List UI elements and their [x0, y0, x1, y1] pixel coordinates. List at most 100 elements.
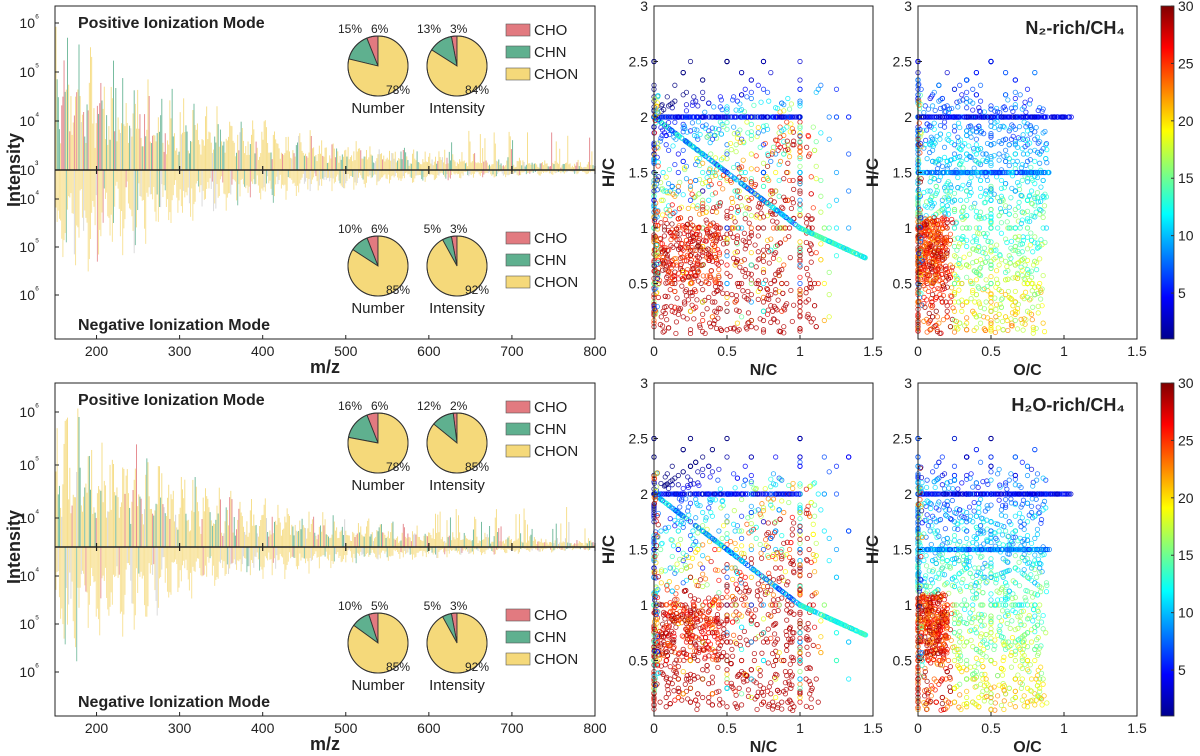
- data-point: [724, 294, 730, 300]
- data-point: [797, 139, 803, 145]
- data-point: [727, 140, 734, 147]
- data-point: [796, 114, 802, 120]
- data-point: [700, 160, 706, 166]
- data-point: [707, 230, 713, 236]
- data-point: [740, 157, 746, 163]
- data-point: [777, 114, 783, 120]
- data-point: [691, 144, 697, 150]
- data-point: [700, 328, 706, 335]
- data-point: [760, 160, 767, 166]
- data-point: [687, 308, 694, 314]
- legend-swatch: [505, 630, 531, 644]
- pie-caption: Intensity: [429, 477, 485, 494]
- data-point: [712, 299, 718, 305]
- data-point: [675, 188, 681, 194]
- legend-swatch: [505, 253, 531, 267]
- data-point: [813, 324, 819, 330]
- data-point: [780, 205, 786, 212]
- data-point: [667, 287, 673, 293]
- x-tick-label: 500: [334, 343, 358, 359]
- data-point: [755, 204, 761, 210]
- data-point: [672, 114, 678, 120]
- y-tick-exp: ⁵: [35, 614, 39, 625]
- data-point: [673, 226, 679, 232]
- pie-outline: [426, 235, 488, 297]
- data-point: [748, 176, 754, 182]
- data-point: [736, 280, 742, 287]
- data-point: [760, 169, 767, 176]
- data-point: [724, 225, 730, 231]
- data-point: [815, 280, 821, 287]
- data-point: [669, 232, 675, 238]
- data-point: [770, 316, 777, 322]
- data-point: [695, 136, 701, 142]
- data-point: [679, 135, 685, 142]
- data-point: [683, 258, 690, 264]
- data-point: [689, 244, 695, 251]
- data-point: [797, 125, 803, 131]
- pie-caption: Intensity: [429, 300, 485, 317]
- data-point: [782, 225, 789, 231]
- data-point: [700, 210, 706, 216]
- data-point: [672, 280, 678, 287]
- data-point: [652, 170, 658, 176]
- data-point: [703, 279, 709, 286]
- data-point: [660, 169, 666, 176]
- data-point: [672, 82, 678, 88]
- data-point: [779, 267, 785, 273]
- data-point: [732, 250, 738, 256]
- data-point: [712, 283, 719, 290]
- data-point: [655, 209, 661, 215]
- data-point: [725, 114, 731, 120]
- data-point: [734, 209, 741, 215]
- legend-swatch: [505, 67, 531, 81]
- data-point: [699, 114, 705, 120]
- data-point: [826, 238, 832, 244]
- data-point: [837, 243, 843, 250]
- data-point: [749, 189, 756, 195]
- data-point: [680, 314, 686, 320]
- data-point: [760, 327, 767, 333]
- negative-mode-label: Negative Ionization Mode: [78, 694, 270, 711]
- legend: CHO CHN CHON: [505, 22, 578, 83]
- data-point: [797, 123, 803, 129]
- data-point: [700, 273, 706, 279]
- data-point: [773, 105, 779, 111]
- data-point: [809, 216, 815, 222]
- data-point: [675, 151, 681, 157]
- data-point: [724, 177, 730, 184]
- data-point: [771, 277, 777, 283]
- data-point: [797, 145, 803, 151]
- data-point: [663, 123, 669, 129]
- data-point: [729, 195, 735, 201]
- data-point: [732, 299, 738, 305]
- data-point: [746, 220, 752, 226]
- data-point: [675, 216, 681, 222]
- x-tick-label: 1.5: [863, 343, 883, 359]
- data-point: [655, 93, 661, 99]
- data-point: [661, 328, 668, 334]
- data-point: [690, 263, 696, 269]
- data-point: [655, 117, 661, 123]
- data-point: [716, 267, 722, 273]
- data-point: [685, 221, 691, 227]
- data-point: [742, 86, 748, 92]
- x-tick-label: 800: [583, 720, 607, 736]
- data-point: [807, 151, 813, 157]
- data-point: [797, 247, 803, 253]
- data-point: [737, 139, 743, 145]
- data-point: [784, 119, 790, 125]
- y-tick-exp: ⁵: [35, 455, 39, 466]
- pie-outline: [426, 412, 488, 474]
- data-point: [755, 114, 761, 120]
- data-point: [701, 237, 707, 243]
- data-point: [704, 226, 710, 233]
- data-point: [779, 308, 785, 314]
- data-point: [727, 325, 734, 332]
- data-point: [658, 197, 664, 203]
- pie-caption: Intensity: [429, 100, 485, 117]
- data-point: [684, 316, 690, 322]
- data-point: [724, 175, 730, 181]
- data-point: [768, 319, 774, 325]
- y-tick-label: 2: [640, 109, 648, 125]
